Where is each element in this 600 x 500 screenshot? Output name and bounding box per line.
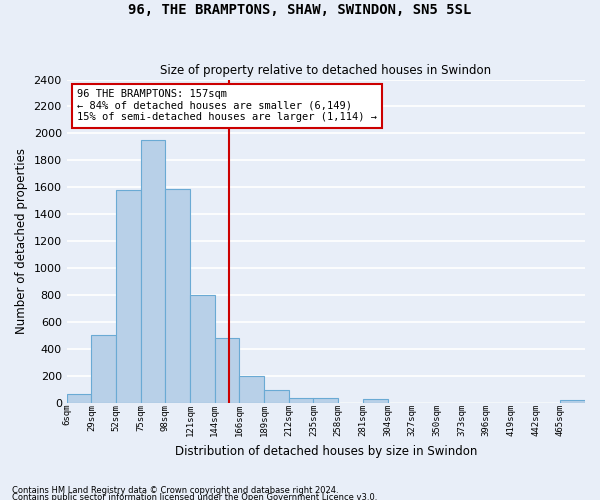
Bar <box>166 188 190 402</box>
Bar <box>91 335 116 402</box>
Bar <box>560 400 585 402</box>
Y-axis label: Number of detached properties: Number of detached properties <box>15 148 28 334</box>
Bar <box>313 398 338 402</box>
Bar <box>190 295 215 403</box>
Bar <box>215 338 239 402</box>
Bar <box>289 398 313 402</box>
Bar <box>116 190 141 402</box>
Bar <box>264 390 289 402</box>
Text: Contains public sector information licensed under the Open Government Licence v3: Contains public sector information licen… <box>12 494 377 500</box>
Bar <box>141 140 166 402</box>
Bar <box>239 376 264 402</box>
Text: Contains HM Land Registry data © Crown copyright and database right 2024.: Contains HM Land Registry data © Crown c… <box>12 486 338 495</box>
Text: 96, THE BRAMPTONS, SHAW, SWINDON, SN5 5SL: 96, THE BRAMPTONS, SHAW, SWINDON, SN5 5S… <box>128 2 472 16</box>
X-axis label: Distribution of detached houses by size in Swindon: Distribution of detached houses by size … <box>175 444 477 458</box>
Bar <box>363 399 388 402</box>
Bar <box>67 394 91 402</box>
Text: 96 THE BRAMPTONS: 157sqm
← 84% of detached houses are smaller (6,149)
15% of sem: 96 THE BRAMPTONS: 157sqm ← 84% of detach… <box>77 89 377 122</box>
Title: Size of property relative to detached houses in Swindon: Size of property relative to detached ho… <box>160 64 491 77</box>
